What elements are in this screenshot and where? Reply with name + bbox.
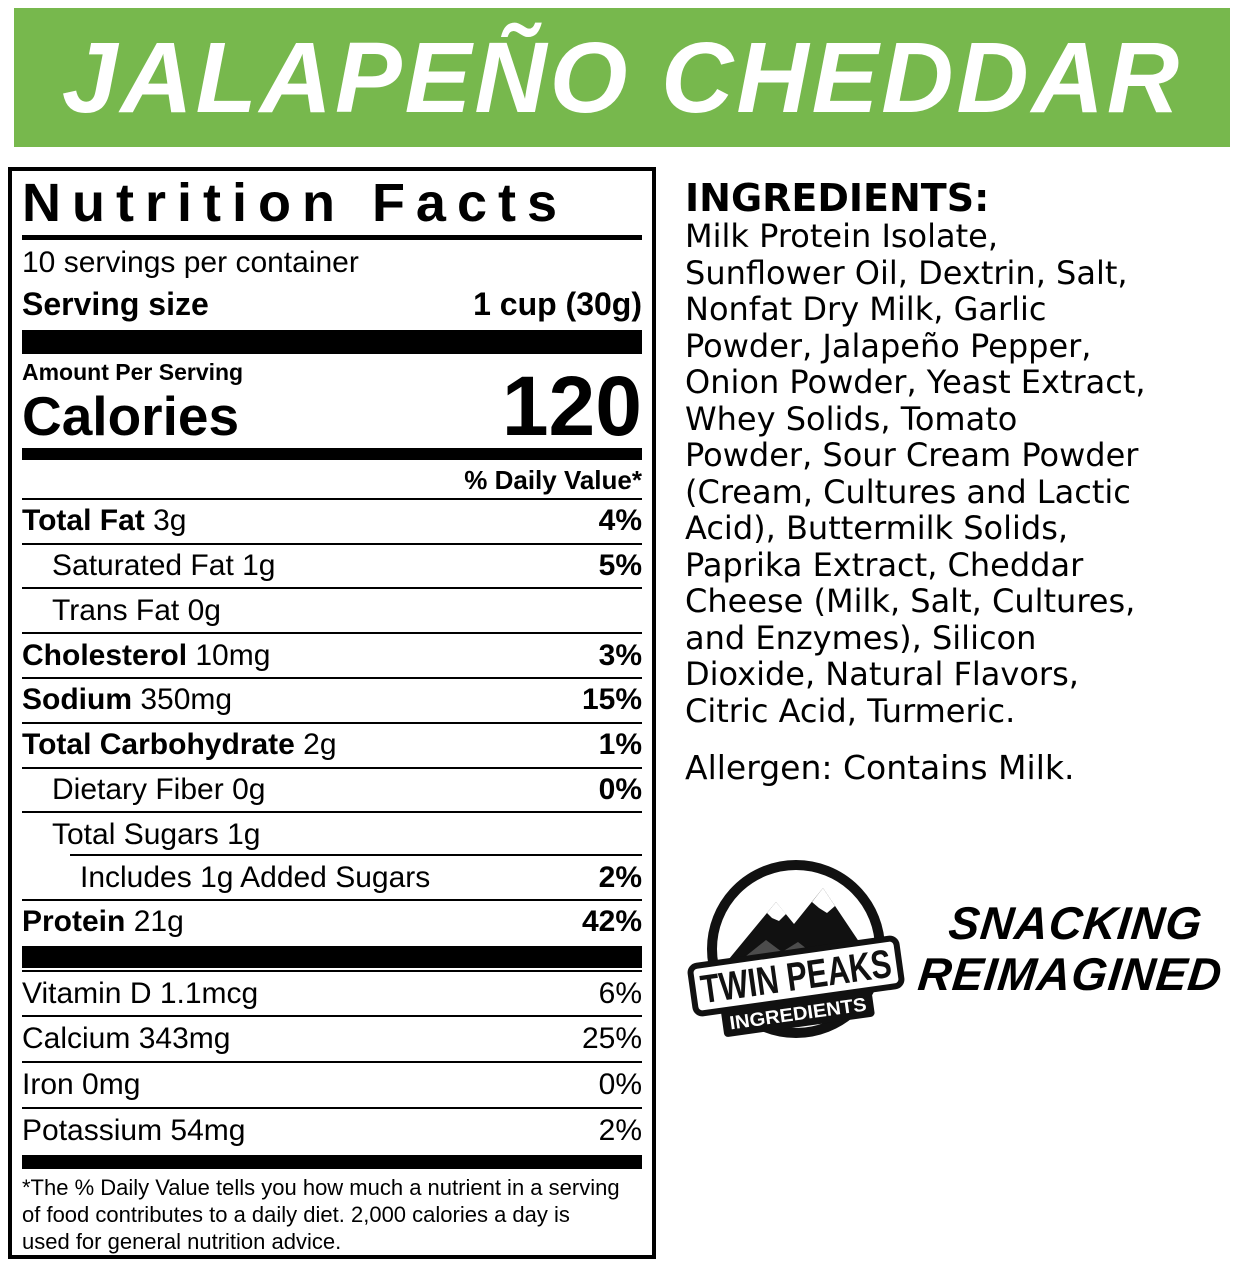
serving-size-row: Serving size 1 cup (30g) <box>22 282 642 326</box>
nutrient-row-added-sugars: Includes 1g Added Sugars 2% <box>22 854 642 899</box>
medium-divider <box>22 448 642 460</box>
daily-value: 25% <box>581 1022 642 1056</box>
daily-value-header: % Daily Value* <box>464 464 642 495</box>
nutrition-facts-title: Nutrition Facts <box>22 173 569 233</box>
nutrient-row-saturated-fat: Saturated Fat 1g 5% <box>22 542 642 588</box>
nutrient-row-vitamin-d: Vitamin D 1.1mcg 6% <box>22 969 642 1016</box>
product-banner: JALAPEÑO CHEDDAR <box>14 8 1230 147</box>
daily-value-footnote: *The % Daily Value tells you how much a … <box>22 1175 620 1254</box>
allergen-statement: Allergen: Contains Milk. <box>685 748 1075 787</box>
product-title: JALAPEÑO CHEDDAR <box>61 21 1183 134</box>
nutrient-row-trans-fat: Trans Fat 0g <box>22 587 642 632</box>
twin-peaks-logo: TWIN PEAKS INGREDIENTS <box>687 860 905 1038</box>
calories-label: Calories <box>22 385 240 448</box>
tagline-line-1: SNACKING <box>946 897 1206 949</box>
daily-value: 6% <box>598 976 642 1010</box>
daily-value: 0% <box>598 773 642 807</box>
daily-value: 1% <box>598 728 642 762</box>
calories-block: Amount Per Serving Calories 120 <box>22 356 642 454</box>
brand-tagline: SNACKING REIMAGINED <box>900 897 1244 1000</box>
nutrient-row-iron: Iron 0mg 0% <box>22 1061 642 1107</box>
daily-value: 15% <box>581 683 642 717</box>
serving-size-label: Serving size <box>22 285 209 322</box>
nutrient-row-cholesterol: Cholesterol 10mg 3% <box>22 632 642 677</box>
ingredients-list: Milk Protein Isolate, Sunflower Oil, Dex… <box>685 217 1146 730</box>
nutrient-row-potassium: Potassium 54mg 2% <box>22 1106 642 1153</box>
daily-value: 4% <box>598 504 642 538</box>
daily-value: 2% <box>598 860 642 894</box>
nutrient-row-total-sugars: Total Sugars 1g <box>22 811 642 856</box>
amount-per-serving-label: Amount Per Serving <box>22 359 244 386</box>
ingredients-heading: INGREDIENTS: <box>685 176 990 220</box>
thick-divider <box>22 945 642 968</box>
servings-per-container: 10 servings per container <box>22 245 359 279</box>
nutrient-row-sodium: Sodium 350mg 15% <box>22 677 642 722</box>
nutrient-row-protein: Protein 21g 42% <box>22 899 642 944</box>
daily-value: 42% <box>581 905 642 939</box>
ingredients-section: INGREDIENTS: Milk Protein Isolate, Sunfl… <box>685 178 1230 729</box>
divider <box>22 235 642 240</box>
nutrient-row-calcium: Calcium 343mg 25% <box>22 1015 642 1061</box>
nutrient-row-total-carbohydrate: Total Carbohydrate 2g 1% <box>22 721 642 767</box>
daily-value: 0% <box>598 1068 642 1102</box>
calories-value: 120 <box>501 359 642 454</box>
nutrient-row-dietary-fiber: Dietary Fiber 0g 0% <box>22 766 642 812</box>
thick-divider <box>22 1154 642 1169</box>
tagline-line-2: REIMAGINED <box>915 948 1226 1000</box>
daily-value: 5% <box>598 549 642 583</box>
thick-divider <box>22 329 642 355</box>
daily-value: 3% <box>598 638 642 672</box>
nutrient-row-total-fat: Total Fat 3g 4% <box>22 497 642 543</box>
nutrition-facts-panel: Nutrition Facts 10 servings per containe… <box>8 167 656 1259</box>
serving-size-value: 1 cup (30g) <box>473 285 642 322</box>
daily-value: 2% <box>598 1113 642 1147</box>
